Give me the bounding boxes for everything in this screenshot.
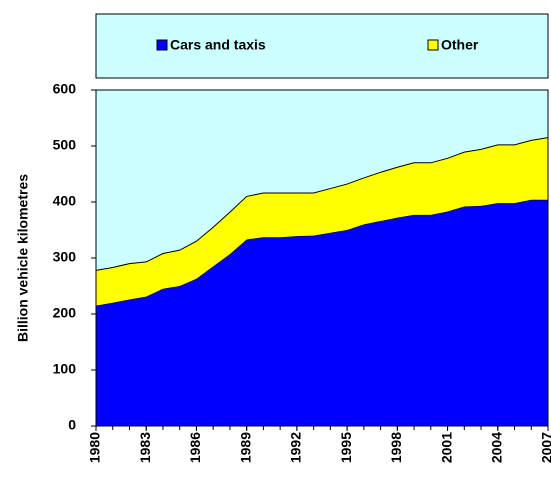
- y-tick-label: 0: [68, 417, 76, 433]
- x-tick-label: 1986: [187, 432, 203, 463]
- x-tick-label: 2004: [488, 432, 504, 463]
- y-axis-label: Billion vehicle kilometres: [15, 174, 31, 342]
- area: [96, 199, 548, 426]
- legend-swatch: [427, 39, 439, 51]
- legend-label: Cars and taxis: [170, 37, 266, 53]
- area: [96, 137, 548, 306]
- y-tick-label: 400: [53, 193, 77, 209]
- y-tick-label: 500: [53, 137, 77, 153]
- legend-swatch: [156, 39, 168, 51]
- x-tick-label: 1983: [137, 432, 153, 463]
- legend-label: Other: [441, 37, 479, 53]
- area-outline: [95, 137, 549, 271]
- area-outline: [95, 199, 548, 307]
- y-tick-label: 600: [53, 81, 77, 97]
- x-tick-label: 1998: [388, 432, 404, 463]
- x-tick-label: 2007: [539, 432, 551, 463]
- x-tick-label: 1995: [338, 432, 354, 463]
- x-tick-label: 1989: [237, 432, 253, 463]
- legend-box: [95, 13, 549, 79]
- y-tick-label: 200: [53, 305, 77, 321]
- x-tick-label: 1992: [288, 432, 304, 463]
- y-tick-label: 100: [53, 361, 77, 377]
- x-tick-label: 1980: [87, 432, 103, 463]
- y-tick-label: 300: [53, 249, 77, 265]
- x-tick-label: 2001: [438, 432, 454, 463]
